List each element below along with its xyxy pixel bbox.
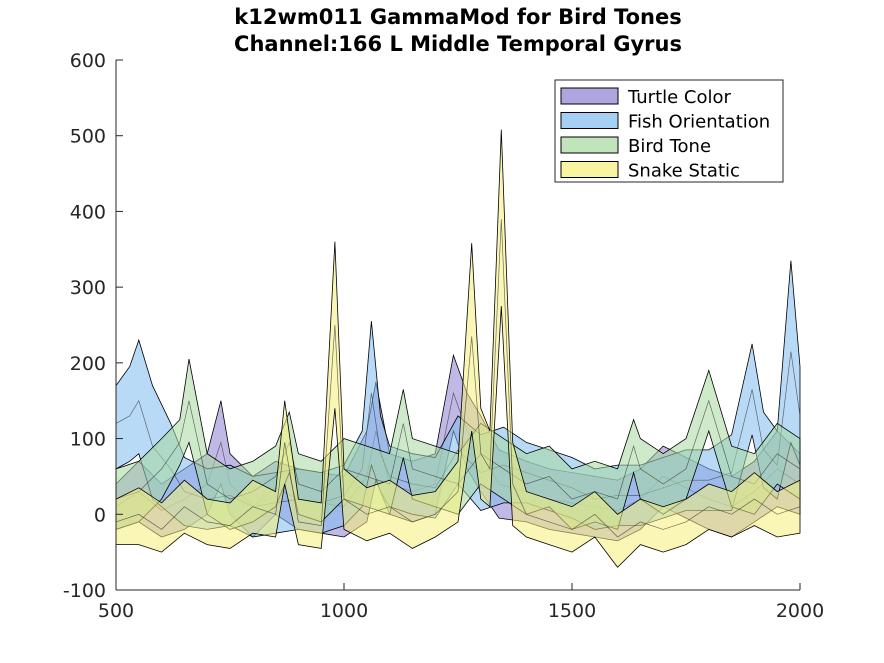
band-snake-static [115,129,801,568]
y-tick-label: 300 [70,277,106,299]
axes-layer: 500 1000 1500 2000 -100 0 100 200 300 400 500 600 [63,50,824,622]
series-snake-static [115,129,801,568]
x-tick-label: 500 [98,600,134,622]
chart-title-line-1: k12wm011 GammaMod for Bird Tones [234,5,681,29]
x-tick-label: 1500 [548,600,596,622]
y-tick-label: 600 [70,50,106,72]
legend-swatch [560,161,619,178]
y-tick-label: 0 [94,504,106,526]
legend-swatch [560,87,619,105]
legend: Turtle Color Fish Orientation Bird Tone Sna… [554,79,784,183]
x-tick-label: 2000 [776,600,824,622]
legend-swatch [560,136,619,154]
y-tick-label: 100 [70,429,106,451]
y-tick-label: -100 [63,580,106,602]
y-tick-label: 200 [70,353,106,375]
legend-label: Bird Tone [628,136,711,157]
y-tick-label: 500 [70,126,106,148]
legend-item-snake-static: Snake Static [560,161,740,182]
legend-item-bird-tone: Bird Tone [560,136,711,157]
x-tick-label: 1000 [320,600,368,622]
legend-label: Fish Orientation [628,112,770,133]
legend-label: Snake Static [628,161,740,182]
legend-item-turtle-color: Turtle Color [560,87,732,108]
chart-title-line-2: Channel:166 L Middle Temporal Gyrus [234,32,682,56]
legend-swatch [560,112,619,129]
mean-line-snake-static [115,218,801,538]
mean-line-bird-tone [115,399,801,500]
legend-item-fish-orientation: Fish Orientation [560,112,770,133]
legend-label: Turtle Color [627,87,732,108]
series-layer [115,129,801,568]
y-tick-label: 400 [70,201,106,223]
